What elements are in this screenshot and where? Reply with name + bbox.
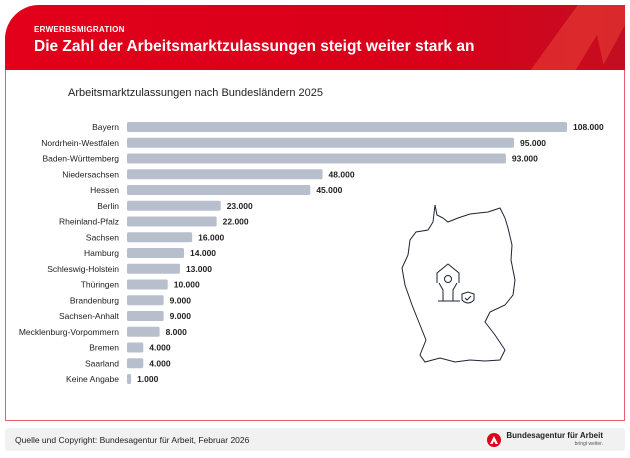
bar [127, 232, 193, 243]
bar [127, 200, 221, 211]
bar [127, 342, 144, 353]
category-label: Keine Angabe [66, 374, 119, 384]
value-label: 10.000 [174, 280, 200, 290]
value-label: 4.000 [149, 343, 171, 353]
category-label: Schleswig-Holstein [47, 264, 119, 274]
page-title: Die Zahl der Arbeitsmarktzulassungen ste… [34, 38, 475, 55]
value-label: 13.000 [186, 264, 212, 274]
value-label: 14.000 [190, 248, 216, 258]
bar [127, 153, 506, 164]
category-label: Bayern [92, 122, 119, 132]
bar [127, 248, 185, 258]
category-label: Nordrhein-Westfalen [41, 138, 119, 148]
chart-title: Arbeitsmarktzulassungen nach Bundeslände… [68, 87, 323, 99]
value-label: 22.000 [223, 217, 249, 227]
bar [127, 216, 217, 227]
category-label: Hessen [90, 185, 119, 195]
category-label: Niedersachsen [62, 169, 119, 179]
value-label: 45.000 [316, 185, 342, 195]
value-label: 4.000 [149, 358, 171, 368]
bar [127, 311, 164, 321]
value-label: 95.000 [520, 138, 546, 148]
category-label: Bremen [89, 343, 119, 353]
category-label: Mecklenburg-Vorpommern [19, 327, 119, 337]
value-label: 48.000 [329, 169, 355, 179]
category-label: Berlin [97, 201, 119, 211]
value-label: 1.000 [137, 374, 159, 384]
category-label: Thüringen [81, 280, 120, 290]
bar [127, 374, 132, 384]
bar [127, 358, 144, 369]
value-label: 23.000 [227, 201, 253, 211]
bar [127, 295, 164, 306]
category-label: Saarland [85, 358, 119, 368]
category-label: Brandenburg [70, 295, 119, 305]
value-label: 9.000 [170, 311, 192, 321]
kicker: ERWERBSMIGRATION [34, 25, 125, 34]
category-label: Rheinland-Pfalz [59, 217, 119, 227]
bar [127, 137, 515, 148]
logo-tagline: bringt weiter. [574, 441, 603, 447]
category-label: Hamburg [84, 248, 119, 258]
header-banner: ERWERBSMIGRATION Die Zahl der Arbeitsmar… [5, 5, 625, 71]
source-text: Quelle und Copyright: Bundesagentur für … [15, 435, 250, 445]
bar [127, 122, 567, 132]
bar [127, 279, 168, 290]
ba-logo-icon [487, 433, 502, 447]
bar [127, 185, 311, 195]
value-label: 9.000 [170, 295, 192, 305]
logo-name: Bundesagentur für Arbeit [506, 431, 603, 440]
category-label: Sachsen-Anhalt [59, 311, 120, 321]
value-label: 16.000 [198, 232, 224, 242]
bar [127, 169, 323, 180]
bar [127, 326, 160, 337]
category-label: Baden-Württemberg [42, 154, 119, 164]
bar [127, 263, 180, 274]
value-label: 108.000 [573, 122, 604, 132]
ba-logo: Bundesagentur für Arbeit bringt weiter. [487, 431, 603, 449]
value-label: 8.000 [166, 327, 188, 337]
germany-map-icon [401, 204, 516, 363]
category-label: Sachsen [86, 232, 119, 242]
footer: Quelle und Copyright: Bundesagentur für … [5, 428, 625, 451]
value-label: 93.000 [512, 154, 538, 164]
logo-watermark-icon [530, 5, 625, 71]
